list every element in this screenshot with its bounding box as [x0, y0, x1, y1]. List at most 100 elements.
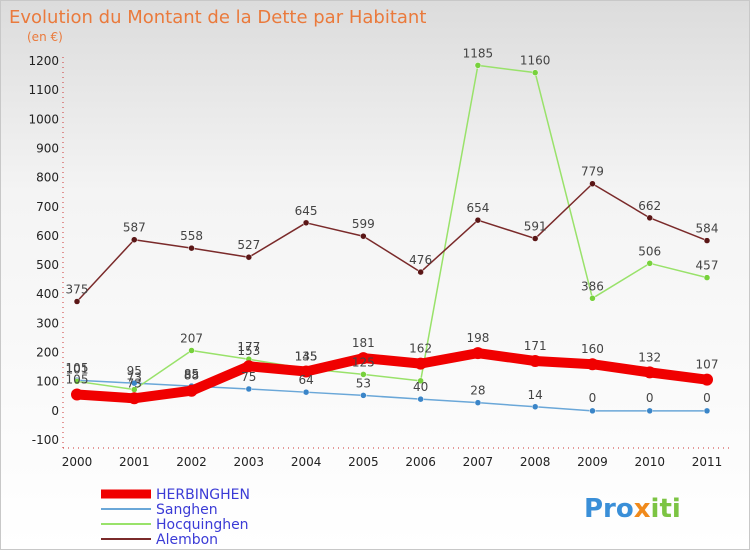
legend-label-herbinghen: HERBINGHEN: [156, 487, 250, 503]
data-point-sanghen: [703, 407, 711, 415]
y-tick-label: 700: [36, 200, 59, 214]
y-tick-label: 800: [36, 171, 59, 185]
data-point-sanghen: [302, 388, 310, 396]
data-label-sanghen: 95: [127, 364, 142, 378]
data-label-herbinghen: 160: [581, 342, 604, 356]
x-tick-label: 2002: [176, 455, 207, 469]
data-label-hocquinghen: 1160: [520, 54, 551, 68]
y-tick-label: 1200: [28, 54, 59, 68]
data-label-herbinghen: 107: [696, 358, 719, 372]
data-label-herbinghen: 105: [66, 373, 89, 387]
data-point-hocquinghen: [589, 295, 596, 302]
data-point-alembon: [531, 235, 539, 242]
data-point-alembon: [360, 232, 367, 240]
data-point-herbinghen: [701, 373, 713, 386]
x-tick-label: 2008: [520, 455, 551, 469]
data-point-herbinghen: [586, 358, 599, 371]
data-point-hocquinghen: [417, 377, 424, 385]
data-point-hocquinghen: [531, 69, 539, 76]
x-tick-label: 2007: [463, 455, 494, 469]
data-point-herbinghen: [529, 354, 542, 367]
y-tick-label: -100: [32, 433, 59, 447]
data-point-herbinghen: [471, 347, 484, 360]
data-label-sanghen: 105: [66, 361, 89, 375]
proxiti-logo: Proxiti: [584, 494, 681, 524]
series-line-herbinghen: [72, 348, 712, 404]
data-label-hocquinghen: 207: [180, 331, 203, 345]
data-point-alembon: [131, 236, 138, 243]
data-label-alembon: 558: [180, 229, 203, 243]
data-point-sanghen: [131, 379, 138, 387]
x-tick-label: 2006: [405, 455, 436, 469]
data-label-sanghen: 28: [470, 384, 485, 398]
data-label-sanghen: 85: [184, 367, 199, 381]
data-point-herbinghen: [300, 365, 313, 378]
data-point-alembon: [245, 253, 253, 261]
data-label-herbinghen: 181: [352, 336, 375, 350]
logo-text: Proxiti: [584, 494, 681, 524]
data-point-sanghen: [360, 392, 367, 399]
data-point-herbinghen: [643, 366, 656, 379]
data-point-alembon: [474, 216, 482, 224]
data-label-herbinghen: 162: [409, 342, 432, 356]
data-label-alembon: 654: [466, 201, 489, 215]
data-point-sanghen: [646, 407, 653, 415]
data-point-sanghen: [589, 407, 596, 415]
data-label-alembon: 527: [237, 238, 260, 252]
data-label-sanghen: 0: [589, 391, 597, 405]
data-label-sanghen: 40: [413, 380, 428, 394]
y-tick-label: 400: [36, 287, 59, 301]
data-point-herbinghen: [357, 352, 370, 365]
data-point-hocquinghen: [188, 347, 195, 354]
y-tick-label: 0: [51, 404, 59, 418]
data-label-alembon: 645: [295, 204, 318, 218]
axes: -100010020030040050060070080090010001100…: [28, 54, 731, 469]
x-tick-label: 2011: [692, 455, 723, 469]
legend-label-hocquinghen: Hocquinghen: [156, 517, 249, 533]
data-point-herbinghen: [128, 392, 141, 405]
y-tick-label: 1100: [28, 83, 59, 97]
data-label-alembon: 375: [66, 283, 89, 297]
legend-label-alembon: Alembon: [156, 532, 218, 548]
data-label-hocquinghen: 101: [66, 362, 89, 376]
data-label-alembon: 587: [123, 221, 146, 235]
data-point-alembon: [302, 219, 310, 227]
y-tick-label: 600: [36, 229, 59, 243]
series-line-alembon: [76, 182, 708, 303]
data-point-sanghen: [474, 399, 482, 406]
data-label-hocquinghen: 125: [352, 355, 375, 369]
data-label-herbinghen: 135: [295, 349, 318, 363]
legend-label-sanghen: Sanghen: [156, 502, 218, 518]
data-point-hocquinghen: [73, 378, 81, 385]
data-label-sanghen: 75: [241, 370, 256, 384]
data-label-hocquinghen: 73: [127, 371, 142, 385]
data-label-herbinghen: 153: [237, 344, 260, 358]
data-point-alembon: [589, 180, 596, 187]
data-label-alembon: 599: [352, 217, 375, 231]
data-label-herbinghen: 132: [638, 350, 661, 364]
data-point-sanghen: [531, 403, 539, 411]
x-tick-label: 2001: [119, 455, 150, 469]
data-label-herbinghen: 73: [127, 376, 142, 390]
x-tick-label: 2010: [634, 455, 665, 469]
y-tick-label: 900: [36, 141, 59, 155]
data-label-herbinghen: 198: [466, 331, 489, 345]
series-line-sanghen: [76, 379, 708, 412]
data-label-hocquinghen: 457: [696, 259, 719, 273]
data-point-alembon: [703, 237, 711, 244]
data-labels: 105 73 88 153 135 181 162 198 171 160 132 107 105 95 8…: [66, 46, 719, 404]
chart-title: Evolution du Montant de la Dette par Hab…: [9, 7, 426, 28]
chart-subtitle: (en €): [27, 30, 63, 44]
data-label-hocquinghen: 177: [237, 340, 260, 354]
data-label-alembon: 476: [409, 253, 432, 267]
data-label-sanghen: 64: [298, 373, 313, 387]
data-point-sanghen: [245, 385, 253, 393]
y-tick-label: 500: [36, 258, 59, 272]
data-label-hocquinghen: 1185: [463, 46, 494, 60]
data-label-herbinghen: 88: [184, 369, 199, 383]
data-point-herbinghen: [185, 384, 198, 397]
data-point-herbinghen: [242, 360, 255, 373]
data-point-herbinghen: [414, 357, 427, 370]
